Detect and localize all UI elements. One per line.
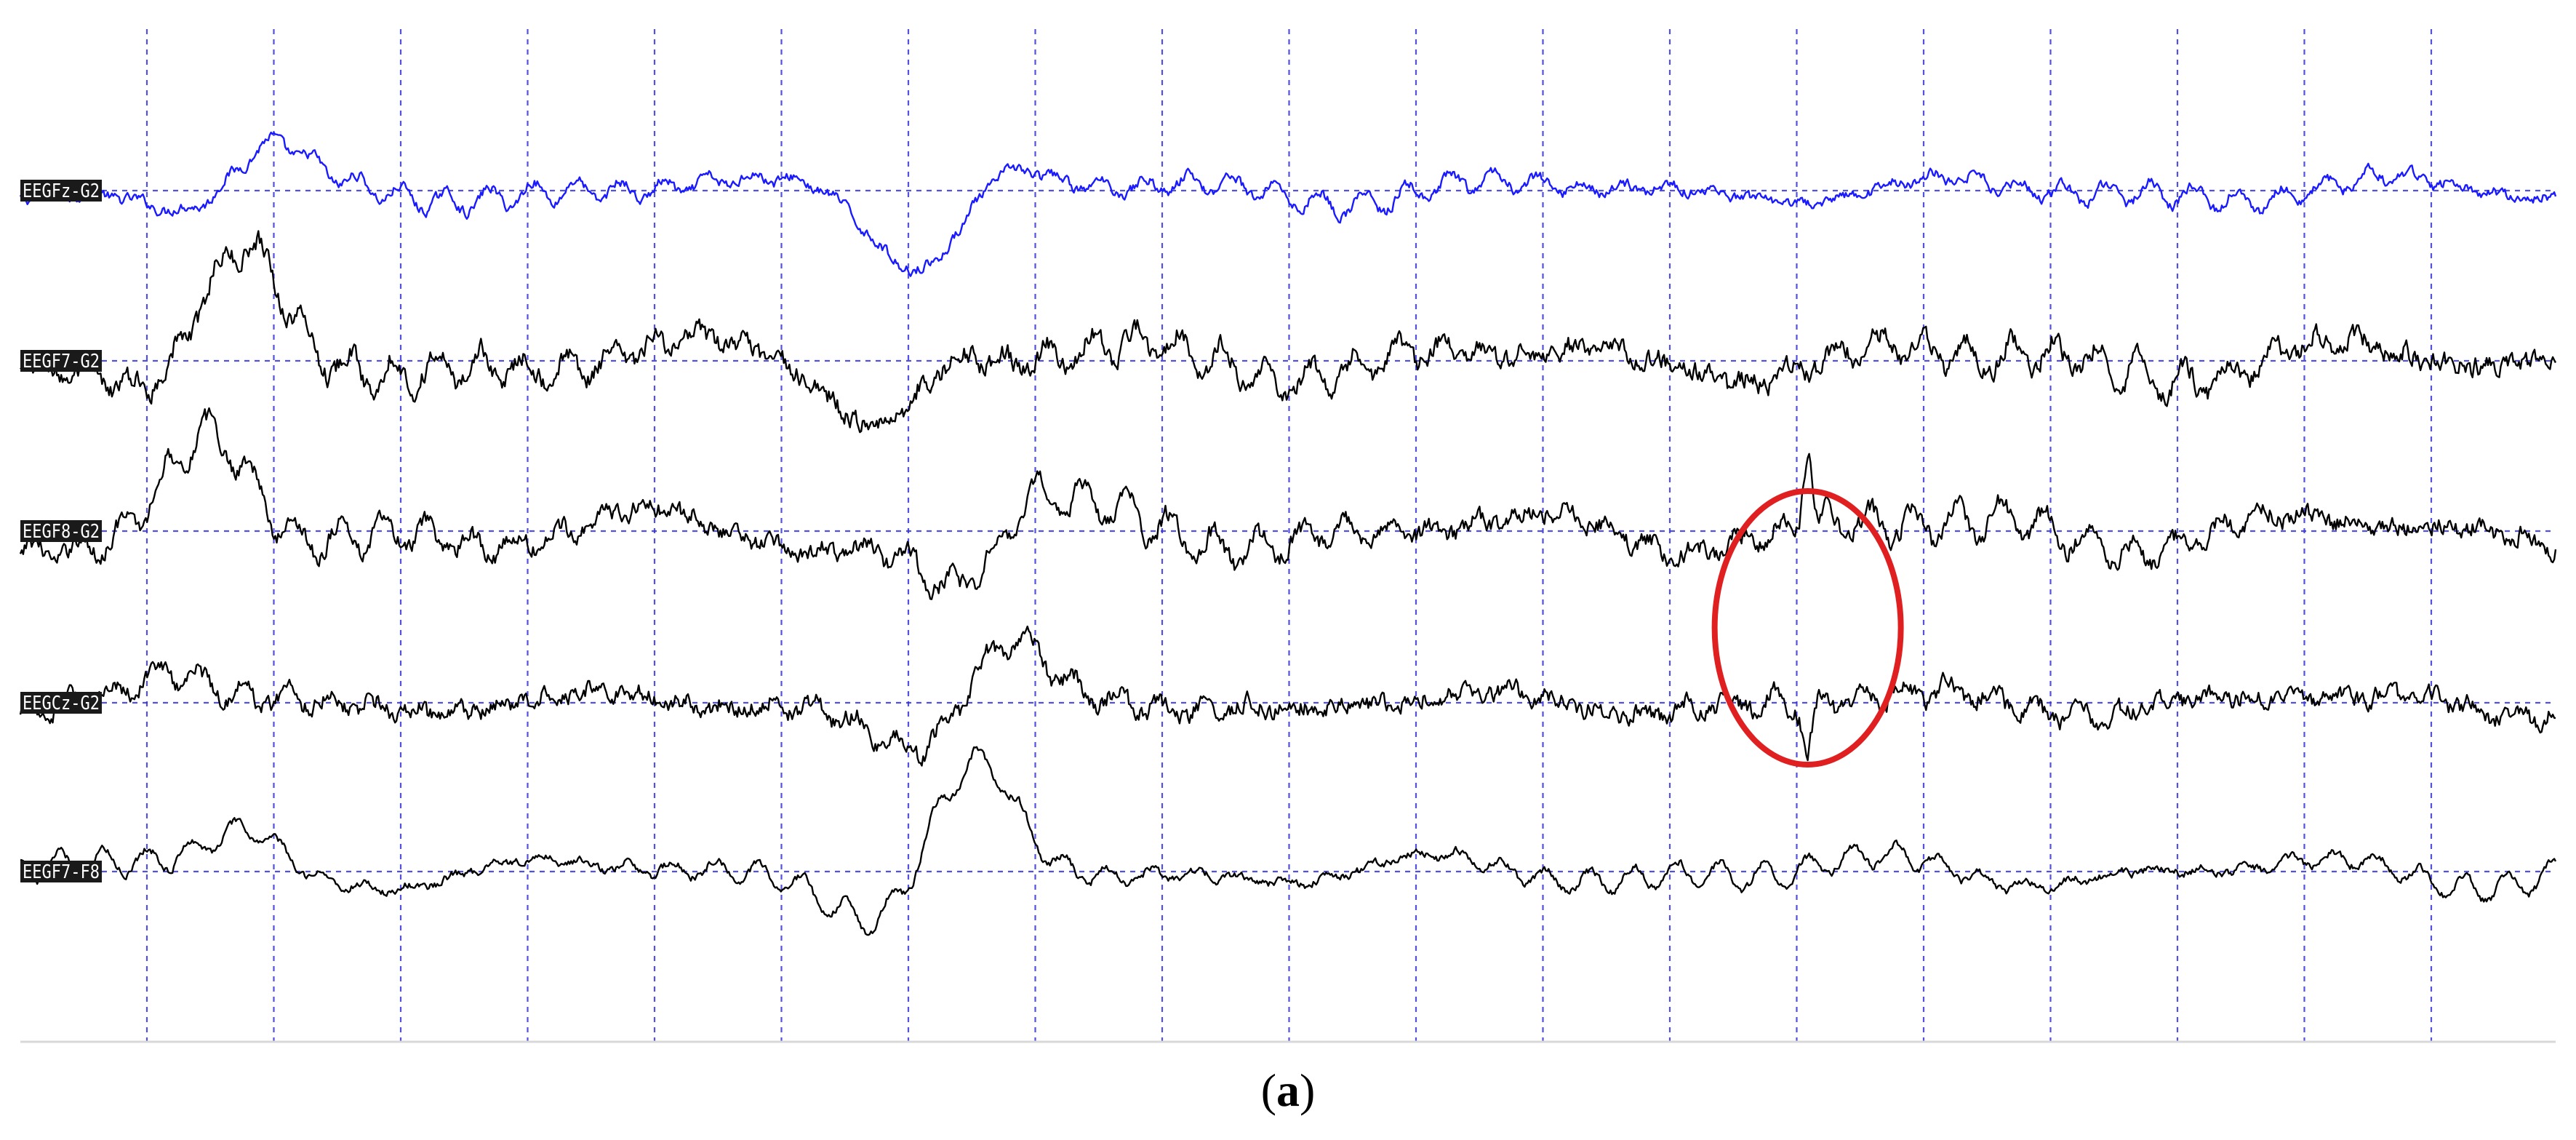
caption-open-paren: ( <box>1261 1064 1276 1116</box>
channel-labels: EEGFz-G2 EEGF7-G2 EEGF8-G2 EEGCz-G2 EEGF7-F8 <box>20 180 102 883</box>
annotations <box>1711 488 1904 768</box>
annotation-ellipse <box>1711 488 1904 768</box>
caption-close-paren: ) <box>1300 1064 1315 1116</box>
channel-label: EEGF7-G2 <box>20 350 102 372</box>
eeg-traces <box>19 131 2557 936</box>
caption-letter: a <box>1276 1064 1300 1116</box>
channel-label-tag <box>20 180 102 202</box>
channel-label-tag <box>20 520 102 542</box>
channel-label-text: EEGF7-F8 <box>23 861 100 883</box>
channel-label-text: EEGCz-G2 <box>23 693 100 714</box>
eeg-trace-line <box>19 407 2557 600</box>
eeg-trace-line <box>19 625 2556 767</box>
channel-label-tag <box>20 861 102 882</box>
channel-label-tag <box>20 692 102 714</box>
channel-label-text: EEGFz-G2 <box>23 180 100 202</box>
eeg-trace-line <box>19 131 2557 277</box>
channel-label-text: EEGF7-G2 <box>23 351 100 372</box>
eeg-trace-line <box>20 230 2557 434</box>
eeg-trace-line <box>20 746 2557 936</box>
channel-label-text: EEGF8-G2 <box>23 521 100 543</box>
grid-lines <box>20 29 2556 1042</box>
figure-caption: (a) <box>1261 1064 1316 1116</box>
channel-label: EEGFz-G2 <box>20 180 102 202</box>
channel-label: EEGF7-F8 <box>20 861 102 883</box>
channel-label: EEGCz-G2 <box>20 692 102 714</box>
channel-label: EEGF8-G2 <box>20 520 102 543</box>
channel-label-tag <box>20 350 102 372</box>
